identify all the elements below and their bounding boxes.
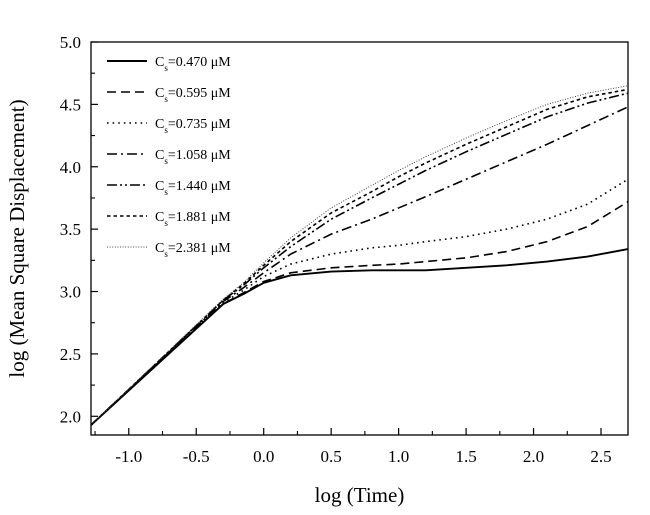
- x-tick-label: 1.0: [388, 447, 409, 466]
- series-line-1: [90, 248, 629, 426]
- legend-label-7: Cs=2.381 μM: [155, 241, 231, 259]
- x-tick-label: 0.5: [321, 447, 342, 466]
- plot-frame: [90, 41, 629, 436]
- x-axis-title: log (Time): [315, 483, 405, 507]
- series-line-2: [90, 201, 629, 426]
- legend-label-5: Cs=1.440 μM: [155, 179, 231, 197]
- y-tick-label: 3.0: [60, 283, 81, 302]
- y-tick-label: 2.0: [60, 407, 81, 426]
- y-tick-label: 5.0: [60, 33, 81, 52]
- series-lines: [90, 85, 629, 426]
- y-axis-ticks: 2.0 2.5 3.0 3.5 4.0 4.5 5.0: [60, 33, 98, 426]
- x-tick-label: -0.5: [183, 447, 210, 466]
- x-tick-label: 2.0: [523, 447, 544, 466]
- x-tick-label: 0.0: [253, 447, 274, 466]
- y-tick-label: 3.5: [60, 220, 81, 239]
- series-line-7: [90, 85, 629, 426]
- x-tick-label: 2.5: [590, 447, 611, 466]
- legend-label-4: Cs=1.058 μM: [155, 148, 231, 166]
- series-line-3: [90, 178, 629, 426]
- series-line-4: [90, 106, 629, 426]
- y-axis-title: log (Mean Square Displacement): [5, 99, 29, 377]
- x-tick-label: 1.5: [455, 447, 476, 466]
- x-tick-label: -1.0: [115, 447, 142, 466]
- series-line-6: [90, 88, 629, 426]
- legend-label-3: Cs=0.735 μM: [155, 117, 231, 135]
- x-axis-ticks: -1.0 -0.5 0.0 0.5 1.0 1.5 2.0 2.5: [94, 428, 612, 466]
- y-tick-label: 2.5: [60, 345, 81, 364]
- y-tick-label: 4.5: [60, 95, 81, 114]
- legend-label-2: Cs=0.595 μM: [155, 86, 231, 104]
- series-line-5: [90, 92, 629, 426]
- y-tick-label: 4.0: [60, 158, 81, 177]
- legend-label-6: Cs=1.881 μM: [155, 210, 231, 228]
- legend-label-1: Cs=0.470 μM: [155, 55, 231, 73]
- legend: Cs=0.470 μM Cs=0.595 μM Cs=0.735 μM Cs=1.05…: [107, 55, 231, 259]
